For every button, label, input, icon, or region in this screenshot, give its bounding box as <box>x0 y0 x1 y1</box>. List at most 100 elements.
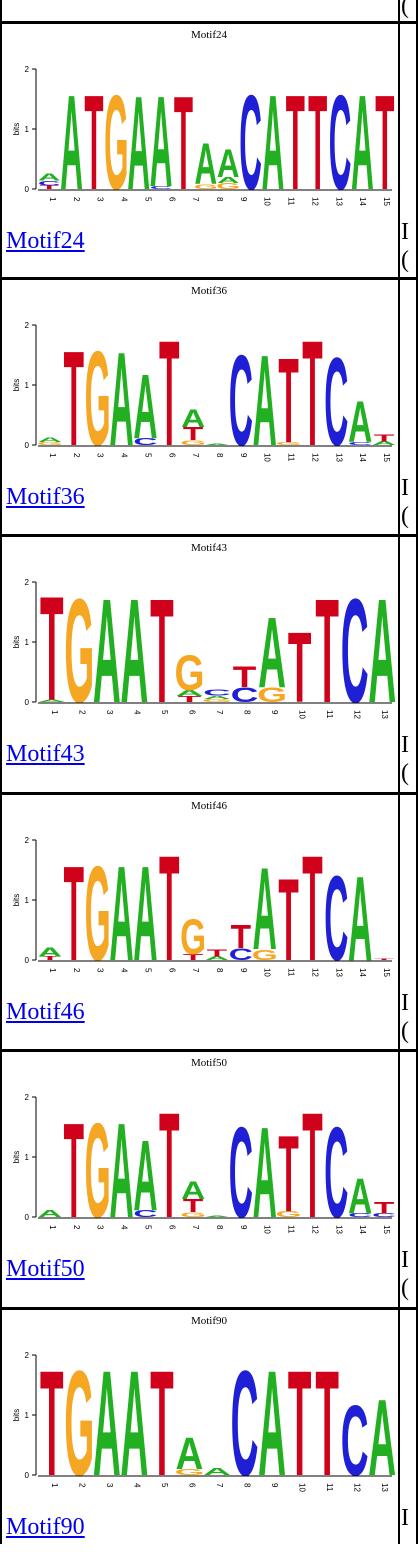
y-tick-label: 2 <box>25 578 30 587</box>
motif-link[interactable]: Motif24 <box>6 228 85 254</box>
logo-letter-g: G <box>85 323 111 474</box>
logo-letter-a: A <box>60 66 83 218</box>
y-tick-label: 2 <box>25 1351 30 1360</box>
logo-letter-c: C <box>203 688 231 697</box>
logo-letter-g: G <box>37 441 63 446</box>
motif-link[interactable]: Motif50 <box>6 1256 85 1282</box>
x-tick-label: 2 <box>72 197 81 202</box>
right-cell-text: ( <box>401 1018 409 1044</box>
logo-letter-c: C <box>150 185 173 190</box>
motif-row: Motif50 0 1 2 bits A T G A C A T G T A A C A G T T C C A C T 1 2 3 4 5… <box>0 1052 418 1305</box>
x-tick-label: 12 <box>310 1225 319 1234</box>
x-tick-label: 11 <box>287 453 296 462</box>
x-tick-label: 5 <box>143 968 152 973</box>
x-tick-label: 11 <box>287 1225 296 1234</box>
x-tick-label: 11 <box>325 1483 334 1492</box>
x-tick-label: 9 <box>239 453 248 458</box>
logo-letter-g: G <box>257 683 287 707</box>
logo-letter-t: T <box>159 1083 179 1250</box>
logo-letter-a: A <box>109 324 133 474</box>
right-cell-text: ( <box>401 760 409 786</box>
y-tick-label: 2 <box>25 65 30 74</box>
logo-letter-t: T <box>374 1198 394 1217</box>
table-border-left <box>0 0 2 1544</box>
logo-letter-g: G <box>180 439 206 446</box>
logo-letter-t: T <box>150 1341 174 1508</box>
x-tick-label: 15 <box>382 453 391 462</box>
right-cell-text: ( <box>401 503 409 529</box>
logo-letter-a: A <box>253 1101 277 1245</box>
logo-letter-t: T <box>231 919 252 956</box>
y-tick-label: 2 <box>25 836 30 845</box>
x-tick-label: 5 <box>160 710 169 715</box>
motif-link[interactable]: Motif46 <box>6 999 85 1025</box>
y-tick-label: 1 <box>25 896 30 905</box>
x-tick-label: 11 <box>287 197 296 206</box>
logo-letter-a: A <box>253 845 277 976</box>
x-tick-label: 1 <box>48 968 57 973</box>
logo-letter-a: A <box>176 689 204 698</box>
logo-letter-a: A <box>120 568 148 734</box>
x-tick-label: 12 <box>310 968 319 977</box>
motif-row: Motif36 0 1 2 bits G A T G A C A T G T A A C A G T T C C A A T 1 2 3 4… <box>0 280 418 533</box>
logo-letter-t: T <box>183 1196 204 1216</box>
y-tick-label: 1 <box>25 1153 30 1162</box>
logo-letter-t: T <box>233 661 257 694</box>
logo-title: Motif24 <box>191 29 228 41</box>
logo-letter-a: A <box>176 1428 204 1479</box>
x-tick-label: 13 <box>334 1225 343 1234</box>
y-tick-label: 2 <box>25 321 30 330</box>
logo-letter-t: T <box>178 695 202 704</box>
logo-letter-g: G <box>276 1210 302 1219</box>
x-tick-label: 13 <box>334 453 343 462</box>
logo-letter-g: G <box>64 568 94 734</box>
x-tick-label: 8 <box>243 1483 252 1488</box>
logo-letter-g: G <box>174 1468 204 1477</box>
x-tick-label: 4 <box>132 1483 141 1488</box>
x-tick-label: 5 <box>143 197 152 202</box>
x-tick-label: 9 <box>270 710 279 715</box>
motif-link[interactable]: Motif36 <box>6 484 85 510</box>
row-separator <box>0 1307 418 1310</box>
x-tick-label: 12 <box>353 710 362 719</box>
logo-letter-a: A <box>217 175 240 184</box>
logo-letter-a: A <box>38 436 62 443</box>
logo-letter-t: T <box>207 948 227 959</box>
x-tick-label: 3 <box>96 1225 105 1230</box>
logo-letter-c: C <box>239 66 262 218</box>
logo-letter-a: A <box>368 1378 396 1499</box>
right-cell-text: I <box>401 1505 409 1531</box>
right-cell-text: ( <box>401 1275 409 1301</box>
x-tick-label: 15 <box>382 968 391 977</box>
logo-letter-a: A <box>205 956 229 962</box>
logo-letter-t: T <box>288 1341 312 1508</box>
y-tick-label: 1 <box>25 381 30 390</box>
logo-letter-t: T <box>278 1112 298 1234</box>
logo-letter-t: T <box>302 826 322 993</box>
x-tick-label: 15 <box>382 197 391 206</box>
x-tick-label: 8 <box>243 710 252 715</box>
logo-letter-a: A <box>351 66 374 218</box>
logo-letter-c: C <box>329 66 352 218</box>
logo-letter-a: A <box>150 69 173 213</box>
logo-letter-g: G <box>85 1095 111 1246</box>
motif-link[interactable]: Motif90 <box>6 1514 85 1540</box>
logo-letter-a: A <box>217 140 240 186</box>
x-tick-label: 7 <box>215 1483 224 1488</box>
top-partial-row: ( <box>0 0 418 22</box>
row-separator <box>0 534 418 537</box>
logo-letter-a: A <box>258 1341 286 1508</box>
logo-letter-a: A <box>133 838 157 989</box>
logo-letter-c: C <box>341 1385 369 1497</box>
y-axis-label: bits <box>12 1409 21 1421</box>
logo-title: Motif90 <box>191 1315 228 1327</box>
logo-letter-t: T <box>308 66 327 218</box>
logo-letter-g: G <box>174 646 204 701</box>
y-tick-label: 1 <box>25 125 30 134</box>
logo-letter-c: C <box>231 683 259 707</box>
x-tick-label: 12 <box>310 453 319 462</box>
motif-link[interactable]: Motif43 <box>6 741 85 767</box>
